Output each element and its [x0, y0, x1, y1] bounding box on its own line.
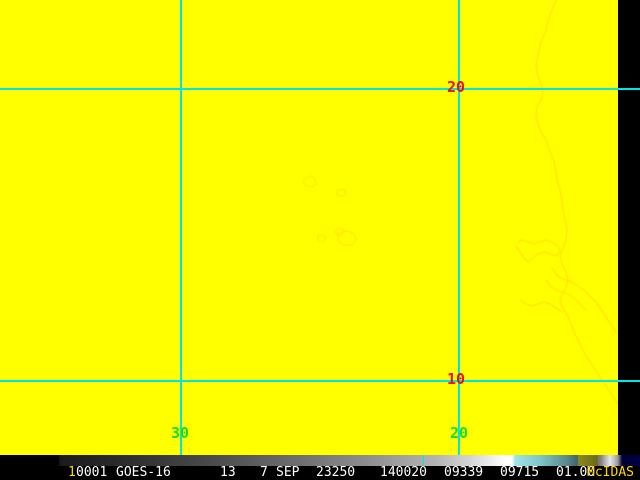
time-utc: 140020	[380, 465, 427, 480]
frame-number: 1	[68, 465, 76, 480]
color-bar-tick	[423, 455, 424, 466]
line-coordinate: 09339	[444, 465, 484, 480]
infrared-imagery	[0, 0, 640, 455]
day-of-month: 7	[260, 465, 268, 480]
julian-date: 23250	[316, 465, 356, 480]
bottom-status-bar: 1 0001 GOES-16 13 7 SEP 23250 140020 093…	[0, 455, 640, 480]
band-number: 13	[220, 465, 236, 480]
resolution-value: 01.00	[556, 465, 596, 480]
color-enhancement-bar[interactable]	[0, 455, 640, 466]
software-label: McIDAS	[587, 465, 634, 480]
element-coordinate: 09715	[500, 465, 540, 480]
month-name: SEP	[276, 465, 300, 480]
color-bar-gradient	[0, 455, 640, 466]
satellite-image-canvas[interactable]: 20 10 20 30	[0, 0, 640, 455]
status-text-line: 1 0001 GOES-16 13 7 SEP 23250 140020 093…	[0, 466, 640, 480]
satellite-name: GOES-16	[116, 465, 171, 480]
image-id: 0001	[76, 465, 108, 480]
deep-space-margin	[618, 0, 640, 455]
